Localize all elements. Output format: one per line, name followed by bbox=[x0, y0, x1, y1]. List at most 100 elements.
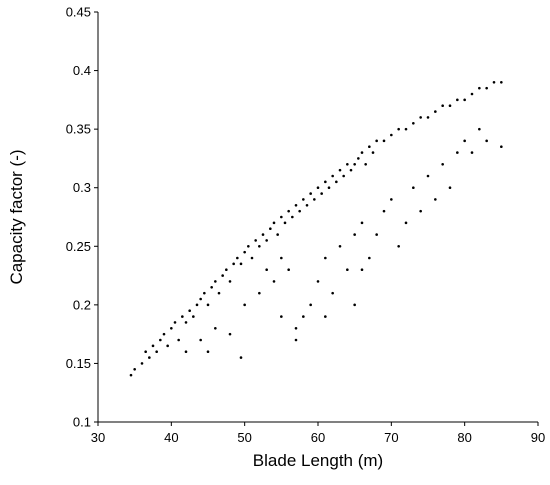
scatter-point bbox=[199, 297, 202, 301]
x-tick-label: 40 bbox=[164, 430, 178, 445]
x-tick-label: 70 bbox=[384, 430, 398, 445]
scatter-point bbox=[170, 326, 173, 330]
scatter-point bbox=[221, 274, 224, 277]
scatter-point bbox=[441, 104, 444, 108]
scatter-point bbox=[254, 239, 257, 242]
scatter-point bbox=[338, 244, 342, 248]
scatter-point bbox=[302, 315, 305, 318]
y-axis-title: Capacity factor (-) bbox=[7, 149, 26, 284]
scatter-point bbox=[261, 233, 265, 236]
scatter-point bbox=[346, 162, 349, 166]
scatter-point bbox=[294, 338, 298, 342]
scatter-point bbox=[316, 186, 320, 190]
scatter-point bbox=[316, 280, 320, 283]
scatter-point bbox=[360, 151, 364, 154]
scatter-point bbox=[382, 139, 386, 143]
scatter-point bbox=[456, 151, 459, 154]
scatter-point bbox=[320, 192, 323, 195]
scatter-point bbox=[375, 139, 378, 143]
scatter-point bbox=[346, 268, 349, 272]
scatter-point bbox=[151, 344, 155, 348]
scatter-point bbox=[500, 145, 503, 149]
scatter-point bbox=[144, 350, 147, 354]
scatter-point bbox=[338, 168, 342, 172]
scatter-point bbox=[195, 303, 199, 307]
scatter-point bbox=[243, 303, 246, 307]
scatter-point bbox=[456, 98, 459, 102]
scatter-point bbox=[287, 209, 290, 213]
scatter-point bbox=[199, 338, 202, 342]
x-tick-label: 50 bbox=[237, 430, 251, 445]
scatter-point bbox=[412, 121, 415, 125]
scatter-point bbox=[214, 326, 217, 330]
scatter-point bbox=[441, 162, 444, 166]
scatter-point bbox=[327, 186, 331, 190]
scatter-point bbox=[309, 303, 312, 307]
scatter-point bbox=[140, 362, 144, 365]
scatter-point bbox=[434, 110, 437, 113]
scatter-point bbox=[272, 280, 276, 283]
scatter-point bbox=[239, 262, 243, 266]
scatter-point bbox=[485, 139, 488, 143]
scatter-point bbox=[412, 186, 415, 190]
scatter-point bbox=[485, 86, 488, 90]
scatter-point bbox=[331, 291, 334, 295]
y-tick-label: 0.2 bbox=[73, 297, 91, 312]
scatter-point bbox=[258, 291, 261, 295]
scatter-point bbox=[173, 321, 177, 324]
scatter-point bbox=[228, 332, 232, 336]
scatter-point bbox=[448, 186, 452, 190]
x-axis-title: Blade Length (m) bbox=[253, 451, 383, 470]
scatter-point bbox=[206, 350, 210, 354]
x-tick-label: 60 bbox=[311, 430, 325, 445]
scatter-point bbox=[247, 244, 250, 248]
scatter-point bbox=[353, 303, 356, 307]
scatter-point bbox=[426, 116, 430, 119]
scatter-point bbox=[206, 303, 210, 307]
scatter-point bbox=[364, 162, 367, 166]
scatter-point bbox=[265, 268, 268, 272]
scatter-point bbox=[500, 80, 503, 84]
scatter-point bbox=[159, 338, 162, 342]
scatter-point bbox=[404, 127, 408, 131]
scatter-point bbox=[324, 256, 327, 260]
scatter-point bbox=[324, 315, 327, 318]
scatter-point bbox=[375, 233, 378, 236]
scatter-point bbox=[148, 356, 151, 359]
scatter-point bbox=[177, 338, 180, 342]
scatter-point bbox=[129, 373, 133, 377]
scatter-point bbox=[331, 174, 334, 178]
scatter-point bbox=[309, 192, 312, 195]
scatter-point bbox=[181, 315, 184, 318]
scatter-point bbox=[349, 168, 353, 172]
scatter-point bbox=[225, 268, 228, 272]
y-tick-label: 0.35 bbox=[66, 122, 91, 137]
scatter-point bbox=[258, 244, 261, 248]
scatter-point bbox=[448, 104, 452, 108]
scatter-point bbox=[478, 127, 481, 131]
scatter-point bbox=[155, 350, 158, 354]
scatter-point bbox=[287, 268, 290, 272]
scatter-point bbox=[324, 180, 327, 184]
scatter-point bbox=[228, 280, 232, 283]
scatter-point bbox=[280, 315, 283, 318]
scatter-point bbox=[390, 198, 393, 201]
scatter-point bbox=[419, 116, 422, 119]
y-tick-label: 0.4 bbox=[73, 63, 91, 78]
scatter-point bbox=[291, 215, 294, 219]
scatter-point bbox=[419, 209, 422, 213]
scatter-point bbox=[236, 256, 239, 260]
y-tick-label: 0.3 bbox=[73, 180, 91, 195]
scatter-point bbox=[283, 221, 287, 225]
scatter-point bbox=[133, 367, 136, 371]
scatter-point bbox=[162, 332, 166, 336]
scatter-point bbox=[203, 291, 206, 295]
scatter-point bbox=[390, 133, 393, 137]
scatter-point bbox=[463, 139, 466, 143]
y-tick-label: 0.1 bbox=[73, 415, 91, 430]
y-tick-label: 0.45 bbox=[66, 5, 91, 20]
scatter-point bbox=[265, 239, 268, 242]
scatter-point bbox=[214, 280, 217, 283]
scatter-point bbox=[192, 315, 195, 318]
